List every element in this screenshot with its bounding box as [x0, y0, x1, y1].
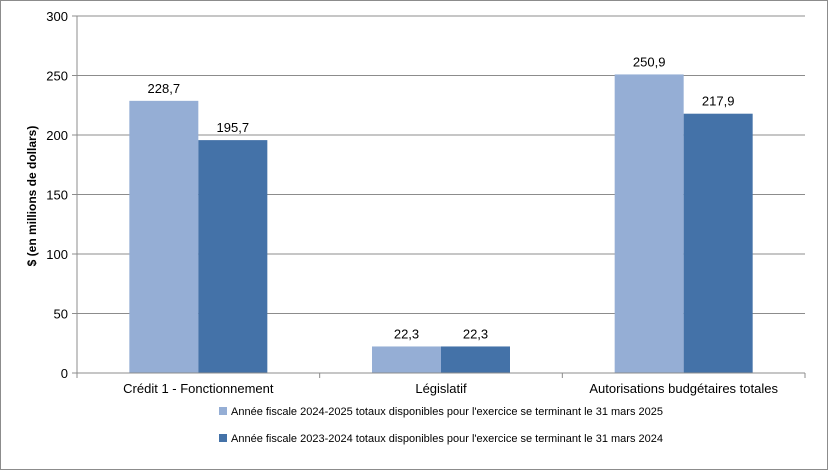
y-tick-label: 200	[46, 128, 68, 143]
bar	[683, 113, 753, 373]
axes	[76, 16, 806, 378]
legend-entry: Année fiscale 2024-2025 totaux disponibl…	[231, 406, 663, 418]
y-axis-label: $ (en millions de dollars)	[25, 126, 39, 267]
data-label: 250,9	[633, 54, 666, 69]
bar	[614, 74, 684, 373]
category-label: Autorisations budgétaires totales	[589, 381, 778, 396]
category-labels: Crédit 1 - Fonctionnement Législatif Autor…	[123, 381, 778, 396]
data-label: 228,7	[148, 81, 181, 96]
legend-swatch	[219, 434, 227, 442]
bar	[441, 346, 510, 373]
data-labels: 228,7 195,7 22,3 22,3 250,9 217,9	[148, 54, 735, 341]
y-tick-label: 50	[54, 307, 68, 322]
data-label: 217,9	[702, 94, 735, 109]
bars	[129, 74, 753, 374]
y-tick-label: 0	[61, 366, 68, 381]
category-label: Crédit 1 - Fonctionnement	[123, 381, 274, 396]
y-tick-label: 300	[46, 9, 68, 24]
bar	[129, 100, 199, 374]
legend-entry: Année fiscale 2023-2024 totaux disponibl…	[231, 433, 663, 445]
bar	[198, 140, 268, 373]
y-tick-label: 100	[46, 247, 68, 262]
data-label: 22,3	[394, 326, 419, 341]
bar	[372, 346, 441, 373]
y-axis-ticks: 0 50 100 150 200 250 300	[46, 9, 77, 381]
data-label: 195,7	[217, 120, 250, 135]
legend: Année fiscale 2024-2025 totaux disponibl…	[219, 406, 663, 445]
y-tick-label: 150	[46, 188, 68, 203]
data-label: 22,3	[463, 326, 488, 341]
category-label: Législatif	[415, 381, 467, 396]
legend-swatch	[219, 407, 227, 415]
y-tick-label: 250	[46, 69, 68, 84]
